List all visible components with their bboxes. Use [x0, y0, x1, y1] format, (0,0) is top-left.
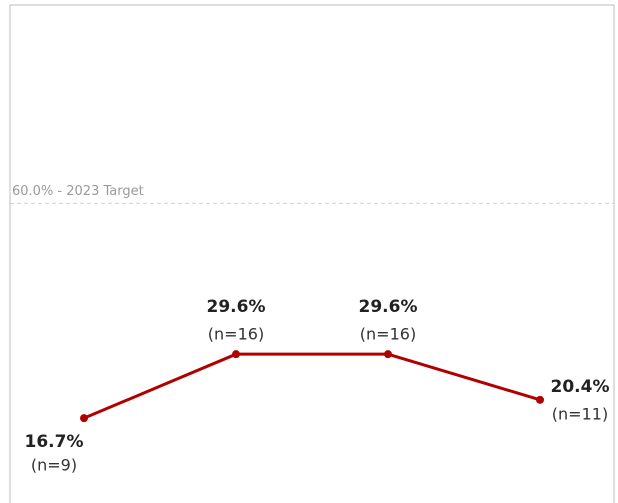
count-label: (n=16): [360, 325, 416, 344]
data-point: [232, 350, 240, 359]
value-label: 29.6%: [207, 297, 266, 317]
value-label: 29.6%: [359, 297, 418, 317]
series-line: [83, 352, 541, 420]
count-label: (n=9): [31, 456, 77, 475]
data-point: [384, 350, 392, 359]
data-point: [536, 395, 544, 404]
data-point: [80, 414, 88, 423]
value-label: 20.4%: [551, 377, 610, 397]
count-label: (n=11): [552, 404, 608, 423]
value-label: 16.7%: [25, 432, 84, 452]
count-label: (n=16): [208, 325, 264, 344]
reference-label: 60.0% - 2023 Target: [12, 184, 144, 199]
